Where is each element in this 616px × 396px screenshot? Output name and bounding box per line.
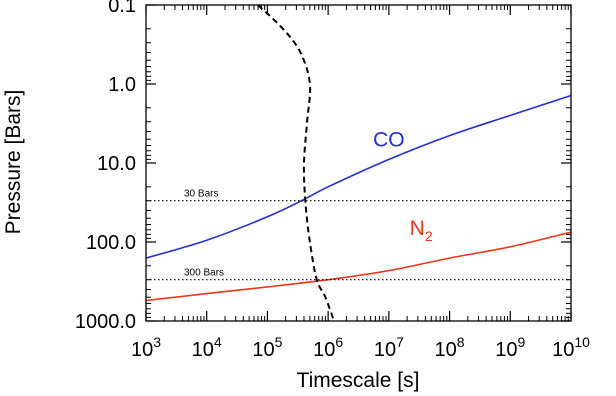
x-tick-label: 104 [192,334,222,361]
y-tick-label: 1000.0 [75,311,136,333]
annotation-label: 300 Bars [184,268,224,279]
y-tick-label: 0.1 [108,0,136,17]
y-axis-title: Pressure [Bars] [2,90,25,235]
x-tick-label: 106 [313,334,343,361]
x-tick-label: 108 [435,334,465,361]
series-line-dashed [257,4,335,322]
series-line-co [145,94,572,259]
series-labels: CO N2 [373,129,433,245]
x-axis-title: Timescale [s] [297,369,420,392]
x-tick-label: 103 [131,334,161,361]
series-line-n2 [145,231,572,302]
x-tick-label: 105 [252,334,282,361]
x-tick-label: 1010 [552,334,590,361]
series-label-co: CO [373,129,405,152]
series-lines [145,4,572,322]
axes-group: 103 104 105 106 107 108 109 1010 0.1 1.0 10.0 100.0… [75,0,590,361]
x-tick-label: 107 [374,334,404,361]
y-tick-label: 1.0 [108,74,136,96]
x-tick-label: 109 [495,334,525,361]
annotation-group: 30 Bars 300 Bars [146,189,571,281]
annotation-label: 30 Bars [184,189,218,200]
y-tick-label: 100.0 [86,232,136,254]
y-tick-label: 10.0 [97,153,136,175]
series-label-n2: N2 [410,217,433,244]
